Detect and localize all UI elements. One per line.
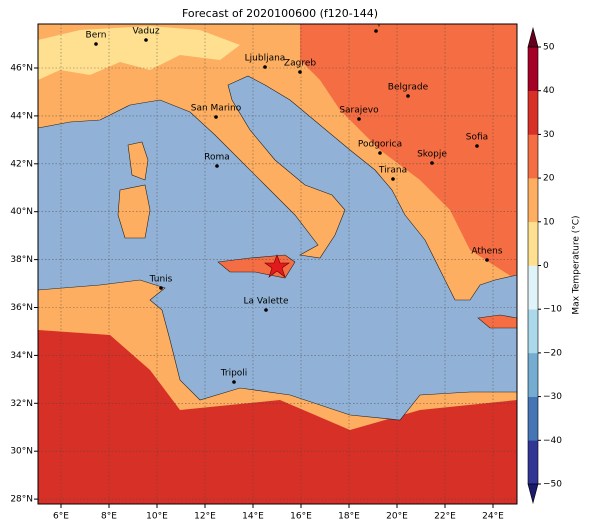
x-tick-label: 12°E <box>194 512 216 522</box>
city-dot <box>430 161 434 165</box>
city-label: Podgorica <box>358 140 402 150</box>
colorbar-bin <box>528 265 538 310</box>
x-tick-label: 8°E <box>101 512 117 522</box>
colorbar-bin <box>528 309 538 354</box>
colorbar-tick-label: 40 <box>543 86 555 96</box>
x-tick-label: 20°E <box>386 512 408 522</box>
city-label: Tunis <box>149 275 173 285</box>
colorbar-bin <box>528 221 538 266</box>
city-dot <box>378 151 382 155</box>
colorbar-tick-label: −30 <box>543 392 562 402</box>
city-dot <box>357 117 361 121</box>
colorbar-bin <box>528 178 538 223</box>
city-dot <box>264 308 268 312</box>
colorbar-label: Max Temperature (°C) <box>572 215 582 314</box>
city-dot <box>406 94 410 98</box>
colorbar-tick-label: 30 <box>543 130 555 140</box>
city-label: San Marino <box>191 104 242 114</box>
map-frame <box>37 23 518 505</box>
colorbar-over <box>527 26 539 48</box>
colorbar-bin <box>528 440 538 485</box>
colorbar-bin <box>528 90 538 135</box>
y-tick-label: 28°N <box>10 495 33 505</box>
city-label: Athens <box>471 247 502 257</box>
colorbar-tick-label: −50 <box>543 480 562 490</box>
city-label: Tripoli <box>220 369 248 379</box>
y-tick-label: 44°N <box>10 111 33 121</box>
city-dot <box>485 258 489 262</box>
y-tick-label: 30°N <box>10 447 33 457</box>
colorbar-tick-label: −10 <box>543 305 562 315</box>
city-label: Zagreb <box>284 59 316 69</box>
city-label: Tirana <box>378 166 407 176</box>
x-tick-label: 6°E <box>53 512 69 522</box>
city-dot <box>374 29 378 33</box>
y-tick-label: 32°N <box>10 399 33 409</box>
y-tick-label: 40°N <box>10 207 33 217</box>
y-tick-label: 38°N <box>10 255 33 265</box>
city-dot <box>214 115 218 119</box>
colorbar-tick-label: 50 <box>543 43 555 53</box>
colorbar-bin <box>528 352 538 397</box>
city-dot <box>232 380 236 384</box>
title: Forecast of 2020100600 (f120-144) <box>182 7 378 20</box>
city-dot <box>159 286 163 290</box>
colorbar-tick-label: 10 <box>543 217 555 227</box>
colorbar-under <box>527 483 539 505</box>
city-label: Bern <box>86 31 107 41</box>
city-label: Belgrade <box>388 83 429 93</box>
y-tick-label: 34°N <box>10 351 33 361</box>
city-dot <box>215 164 219 168</box>
colorbar-tick-label: 20 <box>543 174 555 184</box>
city-dot <box>391 177 395 181</box>
y-tick-label: 42°N <box>10 159 33 169</box>
colorbar-tick-label: 0 <box>543 261 549 271</box>
city-dot <box>298 70 302 74</box>
city-dot <box>144 38 148 42</box>
city-label: La Valette <box>244 297 289 307</box>
x-tick-label: 16°E <box>290 512 312 522</box>
alps-cool <box>38 26 240 80</box>
colorbar-bin <box>528 134 538 179</box>
sea <box>38 75 517 421</box>
y-tick-label: 46°N <box>10 64 33 74</box>
y-tick-label: 36°N <box>10 303 33 313</box>
x-tick-label: 14°E <box>242 512 264 522</box>
colorbar-bin <box>528 47 538 91</box>
city-label: Budapest <box>355 18 398 28</box>
city-label: Vaduz <box>132 27 159 37</box>
colorbar-tick-label: −20 <box>543 348 562 358</box>
city-dot <box>94 42 98 46</box>
x-tick-label: 18°E <box>338 512 360 522</box>
corsica <box>127 141 149 181</box>
land-hot <box>38 330 517 504</box>
x-tick-label: 22°E <box>434 512 456 522</box>
x-tick-label: 10°E <box>146 512 168 522</box>
city-label: Roma <box>204 153 230 163</box>
city-label: Ljubljana <box>245 54 286 64</box>
city-label: Sarajevo <box>339 106 379 116</box>
colorbar-bin <box>528 396 538 441</box>
city-dot <box>475 144 479 148</box>
crete <box>477 314 517 329</box>
marker-star <box>264 254 290 278</box>
land-warm <box>300 24 517 280</box>
city-label: Skopje <box>417 150 447 160</box>
x-tick-label: 24°E <box>482 512 504 522</box>
city-label: Sofia <box>466 133 488 143</box>
city-dot <box>263 65 267 69</box>
colorbar-tick-label: −40 <box>543 436 562 446</box>
